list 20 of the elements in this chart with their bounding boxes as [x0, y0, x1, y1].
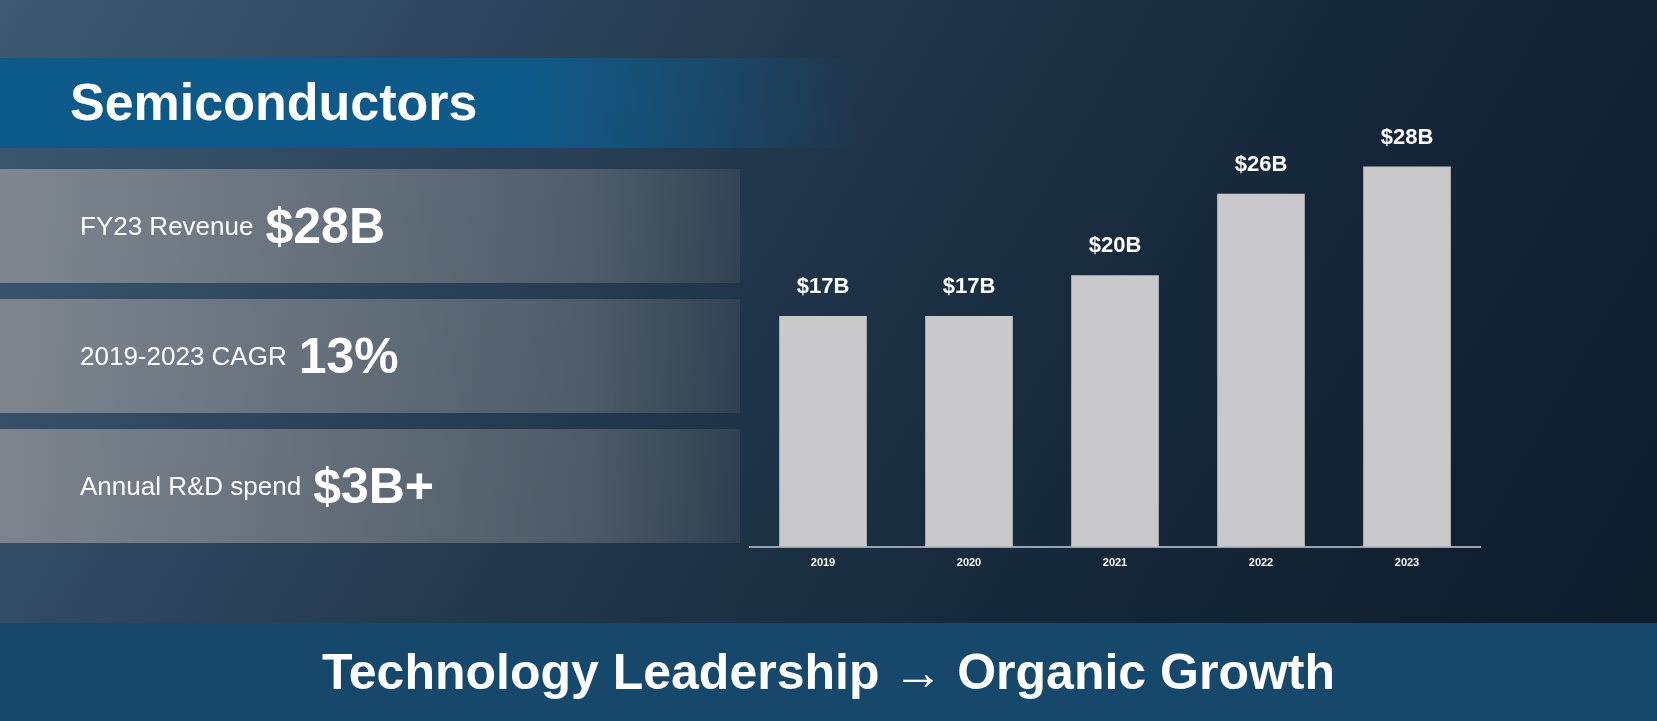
x-tick-label: 2020: [956, 556, 982, 569]
text: Semiconductors: [70, 72, 478, 132]
bar: [779, 315, 867, 547]
data-label: $20B: [1088, 232, 1142, 258]
banner-panel: FY23 Revenue $28B: [0, 169, 740, 283]
banner-panel: 2019-2023 CAGR 13%: [0, 299, 740, 413]
text: Technology Leadership → Organic Growth: [0, 623, 1657, 721]
x-tick-label: 2019: [810, 556, 836, 569]
data-label: $17B: [796, 272, 850, 298]
data-label: $28B: [1380, 123, 1434, 149]
data-label: $26B: [1234, 150, 1288, 176]
banner-panel: Annual R&D spend $3B+: [0, 429, 740, 543]
bar: [925, 315, 1013, 547]
x-tick-label: 2022: [1248, 556, 1274, 569]
bar: [1217, 193, 1305, 547]
bar: [1071, 275, 1159, 547]
bar: [1363, 166, 1451, 547]
x-tick-label: 2023: [1394, 556, 1420, 569]
data-label: $17B: [942, 272, 996, 298]
x-tick-label: 2021: [1102, 556, 1128, 569]
